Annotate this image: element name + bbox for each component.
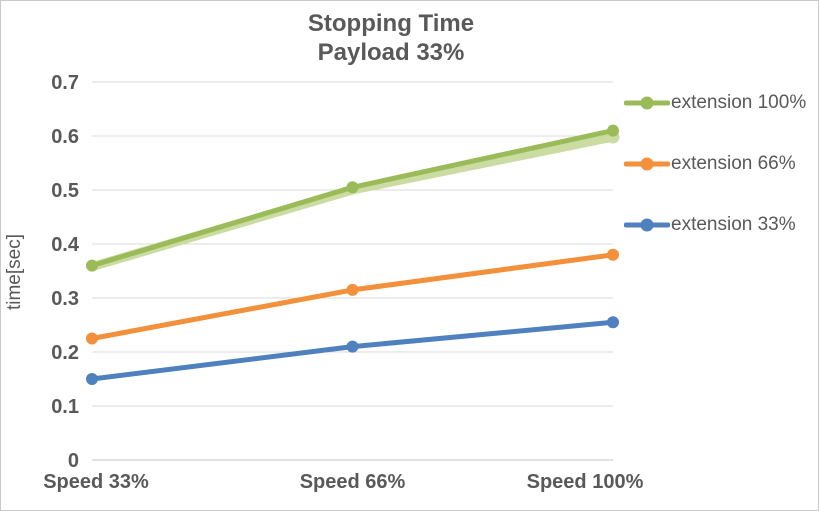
y-tick-label: 0.4: [51, 234, 80, 256]
legend-line-marker-icon: [624, 157, 670, 171]
series-marker-extension-33-: [346, 340, 359, 353]
series-line-extension-66-: [89, 252, 616, 341]
legend-line-marker-icon: [624, 218, 670, 232]
legend-line-marker-icon: [624, 96, 670, 110]
series-marker-extension-66-: [346, 283, 359, 296]
series-marker-extension-66-: [86, 332, 98, 345]
series-marker-extension-100-: [346, 181, 359, 194]
x-tick-label: Speed 33%: [43, 471, 149, 493]
chart-title: Stopping Time Payload 33%: [1, 9, 781, 67]
series-line-extension-100-glow: [87, 132, 618, 272]
y-tick-label: 0.6: [51, 126, 79, 148]
legend-item: extension 100%: [624, 88, 806, 118]
chart-title-line1: Stopping Time: [307, 10, 475, 37]
legend-item: extension 33%: [624, 210, 806, 240]
y-tick-label: 0.3: [51, 288, 79, 310]
series-marker-extension-33-: [86, 373, 98, 385]
legend-label: extension 66%: [671, 153, 796, 174]
legend-label: extension 100%: [671, 92, 807, 113]
x-tick-label: Speed 100%: [527, 471, 644, 493]
series-marker-extension-100-: [86, 259, 98, 272]
legend-label: extension 33%: [671, 214, 796, 235]
y-tick-label: 0.2: [51, 342, 79, 364]
y-tick-label: 0: [68, 450, 79, 472]
y-tick-label: 0.7: [51, 72, 79, 94]
series-marker-extension-33-: [607, 316, 619, 329]
chart-title-line2: Payload 33%: [317, 39, 465, 66]
legend-item: extension 66%: [624, 149, 806, 179]
legend: extension 100% extension 66% extension 33%: [624, 88, 806, 271]
series-marker-extension-100-: [607, 124, 619, 137]
x-tick-label: Speed 66%: [300, 471, 406, 493]
y-tick-label: 0.1: [51, 396, 79, 418]
y-tick-label: 0.5: [51, 180, 79, 202]
series-marker-extension-66-: [607, 248, 619, 261]
